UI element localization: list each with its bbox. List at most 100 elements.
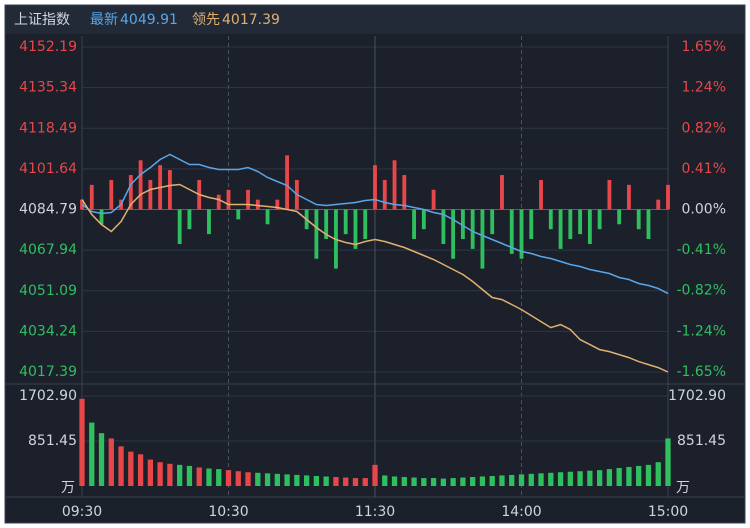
volume-bar [430,478,437,486]
volume-bar [391,476,398,486]
volume-bar [294,474,300,486]
volume-bar [382,475,388,486]
diff-bar [656,199,661,210]
diff-bar [148,179,153,210]
legend-name: 领先 [192,12,220,28]
volume-bar [616,468,622,486]
diff-bar [265,209,270,225]
y-tick-label: 4051.09 [19,283,77,299]
volume-bar [147,459,154,486]
volume-bar [470,477,476,486]
diff-bar [343,209,348,235]
volume-bar [225,470,232,486]
y-tick-label: 4017.39 [19,364,77,380]
volume-bar [313,475,320,486]
y2-tick-label: 0.82% [682,121,726,137]
volume-bar [167,463,173,486]
diff-bar [509,209,514,254]
volume-bar [323,476,329,486]
y-tick-label: 4135.34 [19,80,77,96]
diff-bar [246,189,250,210]
diff-bar [187,209,192,230]
volume-bar [518,474,525,486]
diff-bar [216,194,221,210]
volume-bar [196,467,202,486]
diff-bar [451,209,456,259]
legend-name: 最新 [90,12,118,28]
volume-bar [186,465,193,486]
diff-bar [177,209,182,244]
volume-bar [333,477,339,486]
y-tick-label: 4084.79 [19,202,77,218]
y2-tick-label: 0.00% [682,202,726,218]
volume-bar [255,472,261,486]
price-line [81,153,669,295]
volume-bar [352,478,359,486]
y-tick-label: 4034.24 [19,323,77,339]
volume-tick-label: 1702.90 [19,388,77,404]
y2-tick-label: 0.41% [682,161,726,177]
volume-bar [636,465,642,486]
volume-bar [479,476,486,486]
y2-tick-label: -1.65% [676,364,726,380]
y-tick-label: 4118.49 [19,120,77,136]
volume-bar [206,468,212,486]
y-tick-label: 4101.64 [19,161,77,177]
volume-bar [157,462,163,486]
volume-bar [372,464,378,486]
volume-tick-label: 851.45 [677,433,726,449]
diff-bar [363,209,368,240]
diff-bar [529,209,534,240]
x-tick-label: 10:30 [208,504,248,520]
diff-bar [314,209,319,259]
y2-tick-label: -0.41% [676,242,726,258]
diff-bar [89,184,94,210]
diff-bar [275,199,280,210]
diff-bar [382,179,387,210]
x-tick-label: 11:30 [355,504,395,520]
volume-bar [411,477,417,486]
diff-bar [617,209,622,225]
diff-bar [167,170,172,210]
volume-bar [606,469,613,486]
y2-tick-label: -1.24% [676,324,726,340]
diff-bar [587,209,592,244]
volume-bar [303,475,310,486]
diff-bar [500,175,504,210]
volume-bar [489,475,495,486]
volume-bar [567,471,573,486]
volume-bar [89,422,95,486]
volume-bar [284,474,290,486]
volume-bar [421,478,427,486]
volume-bar [79,398,85,486]
y2-tick-label: -0.82% [676,282,726,298]
diff-bar [480,209,485,269]
diff-bar [607,179,612,210]
diff-bar [636,209,641,230]
y-tick-label: 4152.19 [19,39,77,55]
volume-bar [177,464,183,486]
diff-bar [578,209,583,235]
diff-bar [568,209,573,240]
diff-bar [99,209,104,225]
volume-bar [440,478,447,486]
diff-bar [324,209,329,240]
diff-bar [441,209,446,244]
diff-bar [519,209,524,259]
volume-bar [362,478,368,486]
volume-bar [108,438,114,486]
volume-bar [626,466,632,486]
diff-bar [460,209,465,240]
volume-bar [665,438,671,486]
legend-value: 4049.91 [120,12,178,28]
legend-value: 4017.39 [222,12,280,28]
diff-bar [236,209,241,220]
volume-bar [528,473,534,486]
diff-bar [353,209,358,249]
volume-unit: 万 [676,480,690,496]
volume-bar [460,477,466,486]
volume-bar [98,433,105,486]
diff-bar [226,189,231,210]
header-bar [6,6,744,34]
